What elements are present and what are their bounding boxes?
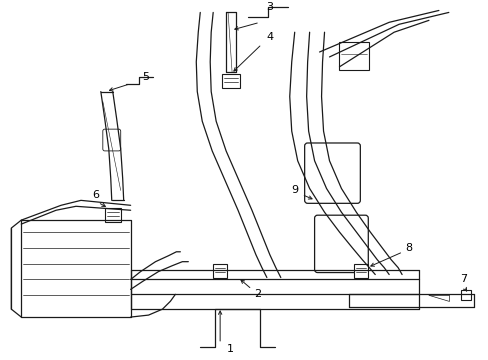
FancyBboxPatch shape [314,215,367,273]
Text: 3: 3 [266,3,273,13]
Text: 1: 1 [226,344,233,354]
Bar [339,42,368,70]
Text: 2: 2 [254,289,261,299]
Bar [104,208,121,222]
Bar [222,74,240,87]
Text: 9: 9 [290,185,298,195]
Text: 4: 4 [266,32,273,42]
Text: 8: 8 [405,243,412,253]
Text: 6: 6 [92,190,99,201]
FancyBboxPatch shape [304,143,360,203]
Bar [354,264,367,278]
Text: 7: 7 [459,274,467,284]
Bar [213,264,226,278]
Bar [460,291,470,300]
FancyBboxPatch shape [102,129,121,151]
Text: 5: 5 [142,72,149,82]
